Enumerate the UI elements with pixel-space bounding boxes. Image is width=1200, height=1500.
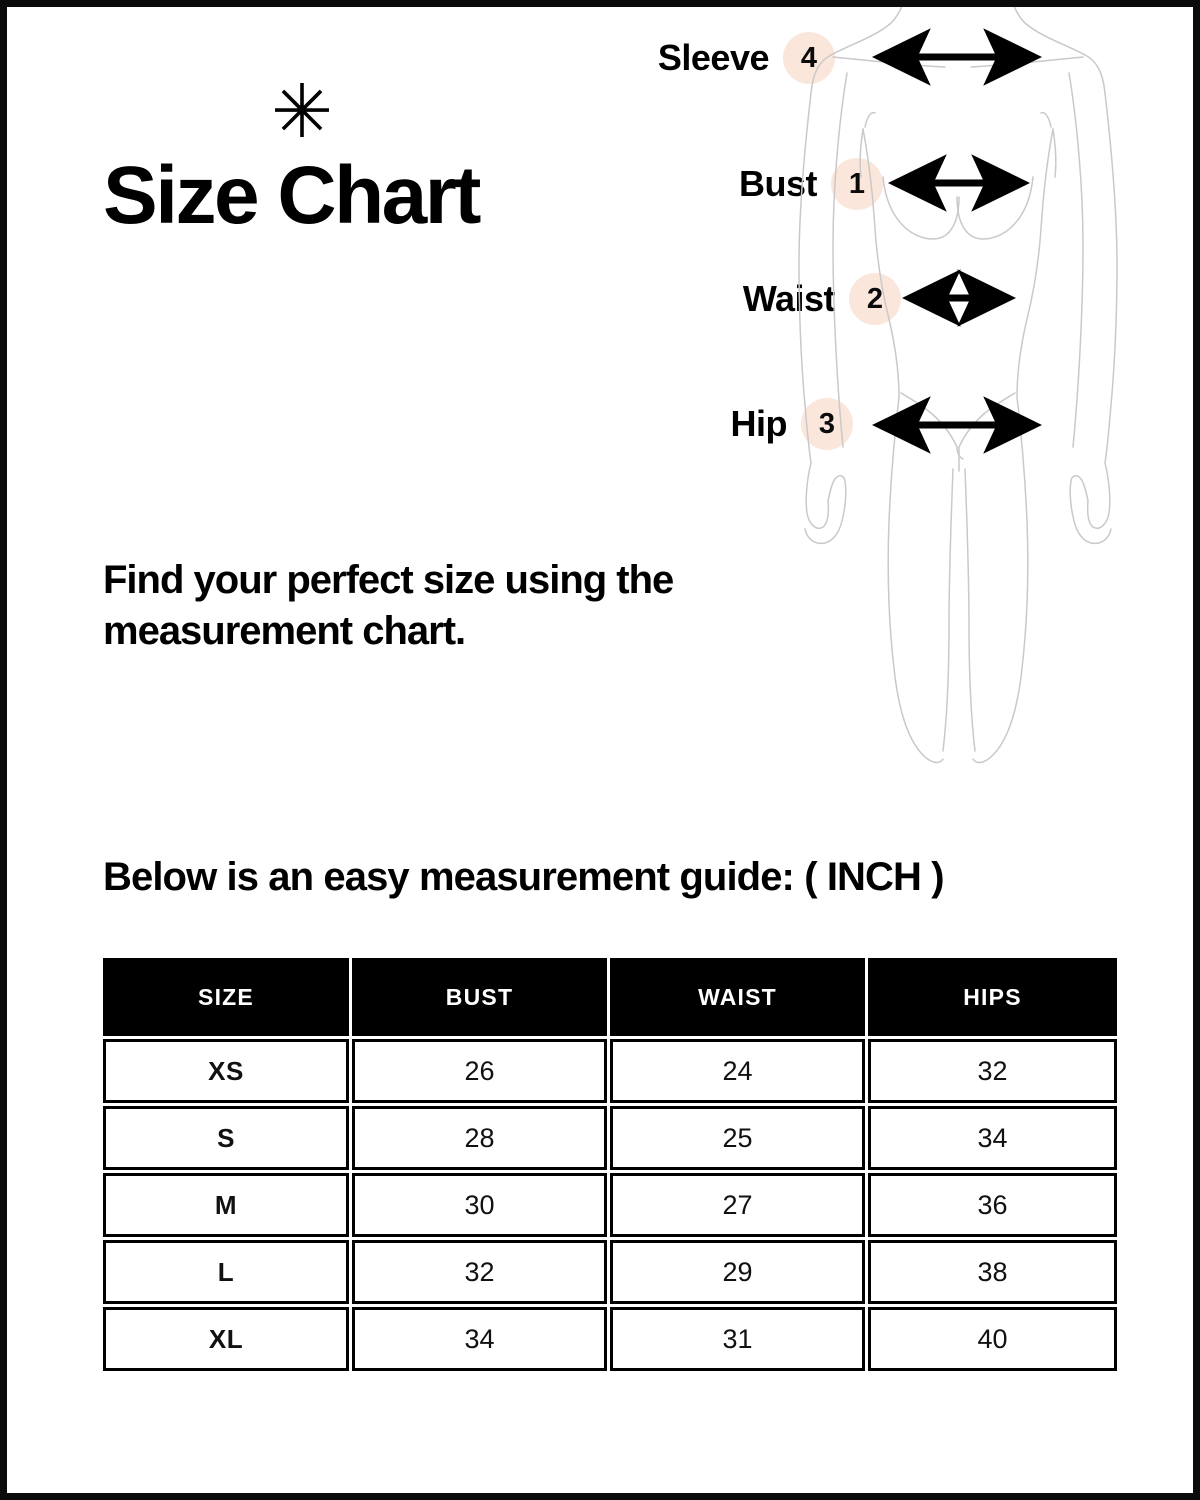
cell-hips: 38 — [868, 1240, 1117, 1304]
cell-size: XS — [103, 1039, 349, 1103]
table-header-row: SIZE BUST WAIST HIPS — [103, 958, 1117, 1036]
column-header-hips: HIPS — [868, 958, 1117, 1036]
cell-waist: 29 — [610, 1240, 865, 1304]
table-row: M 30 27 36 — [103, 1173, 1117, 1237]
measurement-label-hip: Hip 3 — [730, 395, 853, 453]
measurement-label-hip-text: Hip — [730, 403, 788, 444]
measurement-badge-waist: 2 — [849, 273, 901, 325]
title-block: ✳ Size Chart — [103, 72, 723, 241]
cell-waist: 27 — [610, 1173, 865, 1237]
cell-waist: 25 — [610, 1106, 865, 1170]
female-body-figure — [787, 7, 1193, 771]
cell-size: S — [103, 1106, 349, 1170]
guide-heading: Below is an easy measurement guide: ( IN… — [103, 855, 945, 899]
cell-size: L — [103, 1240, 349, 1304]
measurement-label-waist: Waist 2 — [743, 270, 901, 328]
measurement-label-bust-text: Bust — [739, 163, 818, 204]
cell-hips: 32 — [868, 1039, 1117, 1103]
measurement-label-sleeve-text: Sleeve — [657, 37, 770, 78]
cell-bust: 34 — [352, 1307, 607, 1371]
table-row: S 28 25 34 — [103, 1106, 1117, 1170]
measurement-badge-hip: 3 — [801, 398, 853, 450]
measurement-arrows-group — [871, 28, 1042, 454]
table-row: XL 34 31 40 — [103, 1307, 1117, 1371]
subtitle-text: Find your perfect size using the measure… — [103, 558, 674, 654]
cell-hips: 34 — [868, 1106, 1117, 1170]
cell-size: M — [103, 1173, 349, 1237]
cell-hips: 36 — [868, 1173, 1117, 1237]
column-header-size: SIZE — [103, 958, 349, 1036]
cell-waist: 24 — [610, 1039, 865, 1103]
cell-waist: 31 — [610, 1307, 865, 1371]
cell-bust: 28 — [352, 1106, 607, 1170]
asterisk-icon: ✳ — [271, 72, 334, 154]
measurement-label-waist-text: Waist — [742, 278, 836, 319]
cell-size: XL — [103, 1307, 349, 1371]
page-title: Size Chart — [103, 150, 482, 241]
column-header-bust: BUST — [352, 958, 607, 1036]
table-row: XS 26 24 32 — [103, 1039, 1117, 1103]
table-row: L 32 29 38 — [103, 1240, 1117, 1304]
cell-bust: 26 — [352, 1039, 607, 1103]
cell-hips: 40 — [868, 1307, 1117, 1371]
cell-bust: 32 — [352, 1240, 607, 1304]
body-outline-group — [798, 7, 1118, 764]
size-table: SIZE BUST WAIST HIPS XS 26 24 32 S 28 25… — [100, 955, 1120, 1374]
measurement-label-bust: Bust 1 — [739, 155, 883, 213]
measurement-badge-bust: 1 — [831, 158, 883, 210]
column-header-waist: WAIST — [610, 958, 865, 1036]
cell-bust: 30 — [352, 1173, 607, 1237]
